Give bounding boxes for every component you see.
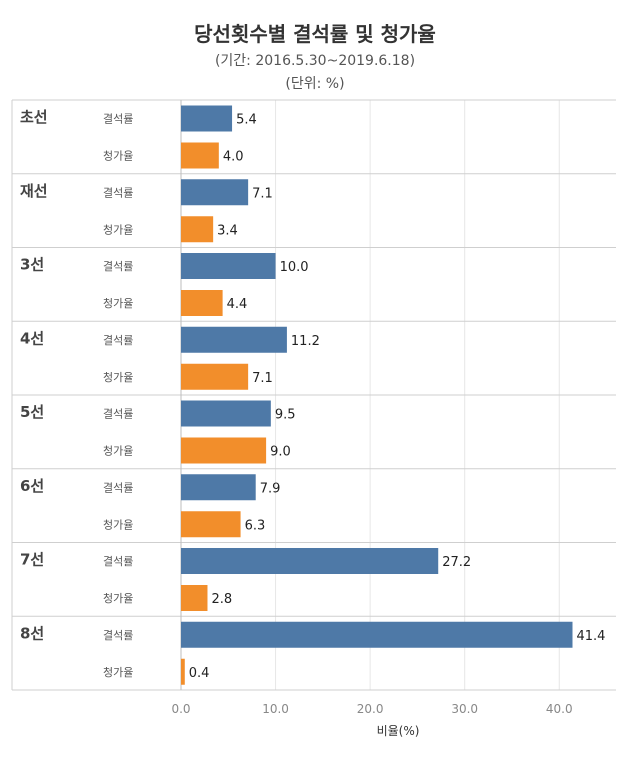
metric-label: 결석률 <box>103 113 133 126</box>
metric-label: 결석률 <box>103 408 133 421</box>
metric-label: 청가율 <box>103 150 133 163</box>
x-tick-label: 30.0 <box>451 702 478 716</box>
bar-leave-rate <box>181 216 214 243</box>
x-tick-label: 20.0 <box>357 702 384 716</box>
bar-absence-rate <box>181 621 573 648</box>
metric-label: 결석률 <box>103 555 133 568</box>
bar-absence-rate <box>181 548 439 574</box>
bar-leave-rate <box>181 585 208 611</box>
bar-leave-rate <box>181 437 267 464</box>
value-label: 41.4 <box>577 629 606 644</box>
group-label: 5선 <box>20 403 44 421</box>
bar-absence-rate <box>181 179 249 206</box>
value-label: 7.1 <box>252 371 273 386</box>
chart-unit: (단위: %) <box>285 76 345 92</box>
value-label: 2.8 <box>211 592 232 607</box>
bar-absence-rate <box>181 105 233 132</box>
group-label: 4선 <box>20 329 44 347</box>
bar-leave-rate <box>181 142 219 169</box>
bar-leave-rate <box>181 511 241 538</box>
metric-label: 청가율 <box>103 223 133 236</box>
bar-leave-rate <box>181 658 185 685</box>
group-label: 3선 <box>20 256 44 274</box>
metric-label: 청가율 <box>103 371 133 384</box>
metric-label: 결석률 <box>103 260 133 273</box>
x-tick-label: 40.0 <box>546 702 573 716</box>
value-label: 27.2 <box>442 555 471 570</box>
value-label: 3.4 <box>217 223 238 238</box>
metric-label: 청가율 <box>103 518 133 531</box>
metric-label: 청가율 <box>103 445 133 458</box>
value-label: 4.0 <box>223 150 244 165</box>
group-label: 재선 <box>20 182 48 200</box>
metric-label: 청가율 <box>103 592 133 605</box>
value-label: 7.9 <box>260 481 281 496</box>
value-label: 5.4 <box>236 113 257 128</box>
value-label: 7.1 <box>252 186 273 201</box>
group-label: 초선 <box>20 108 48 126</box>
bar-leave-rate <box>181 290 223 316</box>
group-label: 6선 <box>20 477 44 495</box>
value-label: 11.2 <box>291 334 320 349</box>
metric-label: 청가율 <box>103 666 133 679</box>
x-tick-label: 0.0 <box>171 702 190 716</box>
x-axis-title: 비율(%) <box>377 724 420 738</box>
bar-absence-rate <box>181 474 256 501</box>
metric-label: 청가율 <box>103 297 133 310</box>
metric-label: 결석률 <box>103 481 133 494</box>
chart-subtitle: (기간: 2016.5.30~2019.6.18) <box>214 53 416 69</box>
bar-leave-rate <box>181 363 249 390</box>
value-label: 9.5 <box>275 408 296 423</box>
group-label: 7선 <box>20 551 44 569</box>
value-label: 6.3 <box>245 518 266 533</box>
bar-absence-rate <box>181 400 271 427</box>
value-label: 4.4 <box>227 297 248 312</box>
bar-absence-rate <box>181 326 287 353</box>
bar-absence-rate <box>181 253 276 279</box>
x-tick-label: 10.0 <box>262 702 289 716</box>
value-label: 9.0 <box>270 445 291 460</box>
metric-label: 결석률 <box>103 334 133 347</box>
chart-title: 당선횟수별 결석률 및 청가율 <box>194 22 436 46</box>
value-label: 10.0 <box>280 260 309 275</box>
metric-label: 결석률 <box>103 186 133 199</box>
metric-label: 결석률 <box>103 629 133 642</box>
group-label: 8선 <box>20 624 44 642</box>
value-label: 0.4 <box>189 666 210 681</box>
